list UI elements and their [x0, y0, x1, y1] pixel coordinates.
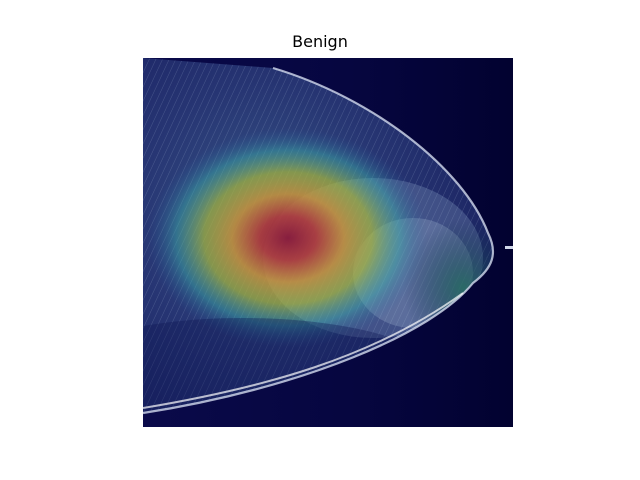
plot-title: Benign [292, 32, 348, 51]
mammogram-heatmap-image [143, 58, 513, 427]
